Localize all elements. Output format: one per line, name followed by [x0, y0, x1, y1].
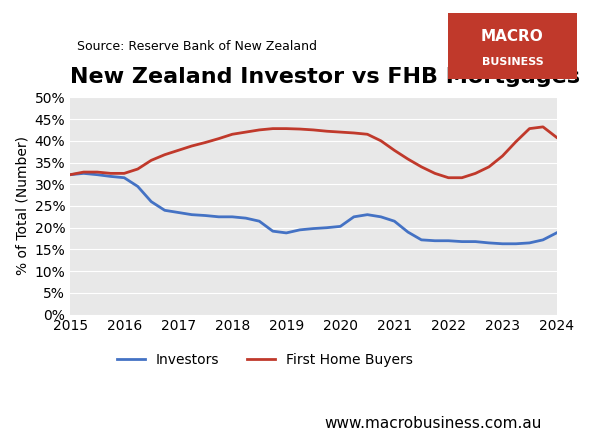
- Investors: [553, 230, 560, 236]
- Investors: [242, 215, 249, 221]
- Investors: [310, 226, 317, 231]
- Investors: [67, 172, 74, 177]
- First Home Buyers: [337, 129, 344, 135]
- First Home Buyers: [175, 148, 182, 153]
- Y-axis label: % of Total (Number): % of Total (Number): [15, 136, 29, 275]
- First Home Buyers: [188, 143, 196, 149]
- First Home Buyers: [485, 164, 492, 170]
- First Home Buyers: [378, 138, 385, 143]
- Investors: [526, 240, 533, 246]
- Investors: [229, 214, 236, 219]
- Investors: [161, 208, 168, 213]
- First Home Buyers: [553, 135, 560, 140]
- Investors: [364, 212, 371, 217]
- First Home Buyers: [121, 171, 128, 176]
- Investors: [148, 199, 155, 204]
- Investors: [323, 225, 330, 230]
- First Home Buyers: [458, 175, 465, 180]
- First Home Buyers: [296, 126, 303, 132]
- First Home Buyers: [445, 175, 452, 180]
- Investors: [215, 214, 222, 219]
- First Home Buyers: [134, 166, 141, 172]
- First Home Buyers: [94, 170, 101, 175]
- First Home Buyers: [256, 127, 263, 132]
- First Home Buyers: [512, 139, 519, 144]
- Text: Source: Reserve Bank of New Zealand: Source: Reserve Bank of New Zealand: [77, 40, 316, 53]
- First Home Buyers: [499, 153, 506, 159]
- Investors: [391, 218, 398, 224]
- First Home Buyers: [283, 126, 290, 131]
- First Home Buyers: [472, 171, 479, 176]
- Investors: [499, 241, 506, 246]
- Text: www.macrobusiness.com.au: www.macrobusiness.com.au: [324, 416, 541, 431]
- Investors: [378, 214, 385, 219]
- Line: First Home Buyers: First Home Buyers: [70, 127, 557, 178]
- Legend: Investors, First Home Buyers: Investors, First Home Buyers: [111, 347, 418, 373]
- Investors: [445, 238, 452, 243]
- Investors: [107, 174, 114, 179]
- Investors: [405, 229, 412, 235]
- First Home Buyers: [405, 156, 412, 162]
- First Home Buyers: [540, 124, 547, 129]
- First Home Buyers: [229, 132, 236, 137]
- Investors: [512, 241, 519, 246]
- First Home Buyers: [269, 126, 276, 131]
- Line: Investors: Investors: [70, 173, 557, 244]
- Investors: [472, 239, 479, 244]
- Text: MACRO: MACRO: [481, 28, 544, 44]
- Investors: [337, 224, 344, 229]
- Investors: [485, 240, 492, 246]
- Investors: [188, 212, 196, 217]
- First Home Buyers: [215, 136, 222, 141]
- First Home Buyers: [107, 171, 114, 176]
- First Home Buyers: [526, 126, 533, 131]
- First Home Buyers: [242, 129, 249, 135]
- Investors: [94, 172, 101, 177]
- Investors: [458, 239, 465, 244]
- First Home Buyers: [323, 128, 330, 134]
- First Home Buyers: [431, 171, 438, 176]
- First Home Buyers: [364, 132, 371, 137]
- Investors: [431, 238, 438, 243]
- Investors: [540, 237, 547, 243]
- First Home Buyers: [80, 170, 87, 175]
- Investors: [256, 218, 263, 224]
- Investors: [269, 229, 276, 234]
- Investors: [350, 214, 358, 219]
- Text: BUSINESS: BUSINESS: [482, 57, 543, 67]
- First Home Buyers: [418, 164, 425, 170]
- First Home Buyers: [161, 152, 168, 157]
- Investors: [296, 227, 303, 232]
- First Home Buyers: [310, 127, 317, 132]
- First Home Buyers: [391, 148, 398, 153]
- First Home Buyers: [201, 140, 209, 145]
- Text: New Zealand Investor vs FHB Mortgages: New Zealand Investor vs FHB Mortgages: [70, 67, 580, 87]
- First Home Buyers: [67, 172, 74, 177]
- Investors: [418, 237, 425, 243]
- Investors: [283, 230, 290, 236]
- First Home Buyers: [350, 130, 358, 135]
- Investors: [175, 210, 182, 215]
- First Home Buyers: [148, 158, 155, 163]
- Investors: [121, 175, 128, 180]
- Investors: [80, 171, 87, 176]
- Investors: [134, 184, 141, 189]
- Investors: [201, 213, 209, 218]
